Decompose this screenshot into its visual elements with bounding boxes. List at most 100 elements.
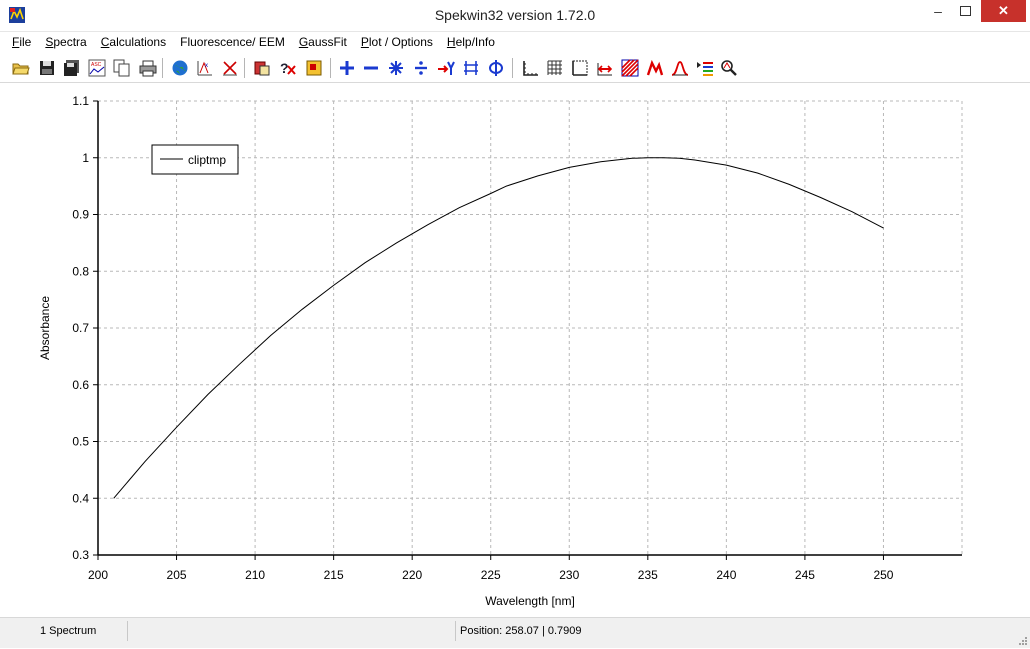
multiply-spectra-button[interactable] <box>387 59 405 77</box>
zoom-range-button[interactable] <box>596 59 614 77</box>
window-title: Spekwin32 version 1.72.0 <box>434 7 596 23</box>
delete-spectrum-icon: ? <box>280 60 296 76</box>
x-tick-label: 205 <box>167 568 187 582</box>
frame-button[interactable] <box>571 59 589 77</box>
open-folder-icon <box>12 63 30 75</box>
axes-icon <box>523 61 538 76</box>
maximize-button[interactable] <box>952 0 979 22</box>
toolbar-separator <box>162 58 163 78</box>
menu-file[interactable]: File <box>12 34 32 49</box>
red-peak-button[interactable] <box>646 59 664 77</box>
minimize-button[interactable]: – <box>925 0 951 22</box>
y-tick-label: 0.4 <box>72 491 89 505</box>
peak-pick-button[interactable]: x <box>196 59 214 77</box>
peak-pick-icon: x <box>197 61 212 76</box>
save-all-button[interactable] <box>63 59 81 77</box>
status-bar: 1 Spectrum Position: 258.07 | 0.7909 <box>0 617 1030 648</box>
toolbar: ASC x? <box>0 54 1030 83</box>
maximize-icon <box>960 6 971 16</box>
app-icon[interactable] <box>9 7 25 23</box>
stop-macro-button[interactable] <box>253 59 271 77</box>
menu-calculations[interactable]: Calculations <box>100 34 167 49</box>
series-line-cliptmp <box>113 157 884 499</box>
x-tick-label: 230 <box>559 568 579 582</box>
subtract-spectra-icon <box>364 66 378 70</box>
phi-button[interactable] <box>487 59 505 77</box>
svg-text:ASC: ASC <box>91 62 102 68</box>
edit-spectrum-icon <box>306 60 322 76</box>
save-button[interactable] <box>38 59 56 77</box>
zoom-magnifier-button[interactable] <box>720 59 738 77</box>
grid-icon <box>547 60 562 75</box>
normalize-icon <box>464 61 478 75</box>
divide-spectra-button[interactable] <box>412 59 430 77</box>
add-spectra-button[interactable] <box>338 59 356 77</box>
cut-spectrum-button[interactable] <box>221 59 239 77</box>
divide-spectra-icon <box>415 61 427 75</box>
toolbar-separator <box>512 58 513 78</box>
red-peak-icon <box>646 59 664 76</box>
status-spectrum-count: 1 Spectrum <box>30 621 128 641</box>
y-tick-label: 0.8 <box>72 264 89 278</box>
phi-icon <box>489 60 503 76</box>
grid-button[interactable] <box>546 59 564 77</box>
stop-macro-icon <box>254 61 270 76</box>
copy-icon <box>113 59 130 77</box>
resize-grip-icon[interactable] <box>1016 634 1028 646</box>
menu-gaussfit[interactable]: GaussFit <box>298 34 347 49</box>
hatch-fill-button[interactable] <box>621 59 639 77</box>
menu-plot-options[interactable]: Plot / Options <box>360 34 433 49</box>
zoom-magnifier-icon <box>721 60 737 76</box>
toolbar-separator <box>330 58 331 78</box>
x-tick-label: 245 <box>795 568 815 582</box>
x-tick-label: 210 <box>245 568 265 582</box>
plot-area[interactable]: 200 205 210 215 220 225 230 235 240 245 250 0.3 0.4 0… <box>9 84 1022 614</box>
x-tick-label: 215 <box>324 568 344 582</box>
shift-spectrum-button[interactable] <box>437 59 455 77</box>
x-tick-label: 250 <box>873 568 893 582</box>
export-ascii-icon: ASC <box>88 59 106 77</box>
x-tick-label: 220 <box>402 568 422 582</box>
title-bar: Spekwin32 version 1.72.0 – ✕ <box>0 0 1030 32</box>
x-tick-label: 225 <box>481 568 501 582</box>
copy-button[interactable] <box>113 59 131 77</box>
hatch-fill-icon <box>621 59 639 77</box>
peak-outline-button[interactable] <box>671 59 689 77</box>
y-axis-label: Absorbance <box>38 296 52 360</box>
web-globe-button[interactable] <box>171 59 189 77</box>
y-tick-label: 1.1 <box>72 94 89 108</box>
frame-icon <box>572 60 588 76</box>
y-tick-label: 1 <box>82 151 89 165</box>
export-ascii-button[interactable]: ASC <box>88 59 106 77</box>
minimize-icon: – <box>934 3 942 19</box>
spectrum-chart[interactable]: 200 205 210 215 220 225 230 235 240 245 250 0.3 0.4 0… <box>9 84 1022 614</box>
y-tick-label: 0.9 <box>72 208 89 222</box>
menu-spectra[interactable]: Spectra <box>45 34 87 49</box>
x-tick-label: 200 <box>88 568 108 582</box>
edit-spectrum-button[interactable] <box>305 59 323 77</box>
subtract-spectra-button[interactable] <box>362 59 380 77</box>
save-all-icon <box>64 60 79 76</box>
y-tick-label: 0.5 <box>72 435 89 449</box>
status-empty-panel <box>128 621 456 641</box>
normalize-button[interactable] <box>462 59 480 77</box>
open-folder-button[interactable] <box>12 59 30 77</box>
cut-spectrum-icon <box>223 61 237 76</box>
y-tick-label: 0.6 <box>72 378 89 392</box>
close-button[interactable]: ✕ <box>981 0 1026 22</box>
legend-list-icon <box>697 62 713 76</box>
toolbar-separator <box>244 58 245 78</box>
axes-button[interactable] <box>521 59 539 77</box>
save-icon <box>40 61 54 75</box>
legend-list-button[interactable] <box>696 59 714 77</box>
zoom-range-icon <box>597 63 613 76</box>
menu-help-info[interactable]: Help/Info <box>446 34 495 49</box>
x-tick-label: 240 <box>716 568 736 582</box>
delete-spectrum-button[interactable]: ? <box>279 59 297 77</box>
y-tick-label: 0.3 <box>72 548 89 562</box>
print-button[interactable] <box>139 59 157 77</box>
web-globe-icon <box>172 60 188 76</box>
menu-bar: File Spectra Calculations Fluorescence/ EEM… <box>0 32 1030 51</box>
multiply-spectra-icon <box>389 61 403 75</box>
menu-fluorescence-eem[interactable]: Fluorescence/ EEM <box>180 34 285 49</box>
